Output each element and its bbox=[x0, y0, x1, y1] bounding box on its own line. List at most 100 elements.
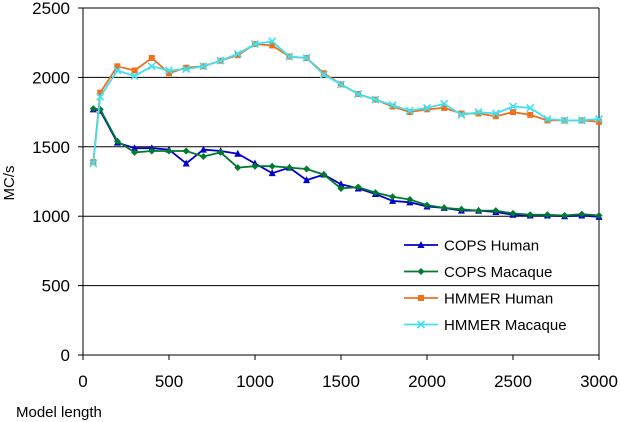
data-point bbox=[424, 106, 430, 113]
data-point bbox=[131, 67, 138, 74]
data-point bbox=[285, 52, 294, 61]
legend-item: COPS Human bbox=[404, 238, 539, 255]
data-point bbox=[389, 196, 397, 204]
data-point bbox=[113, 137, 121, 145]
data-point bbox=[89, 105, 97, 113]
data-point bbox=[320, 70, 327, 77]
data-point bbox=[96, 92, 105, 101]
data-point bbox=[544, 117, 551, 124]
data-point bbox=[560, 116, 569, 125]
x-tick-label: 2000 bbox=[408, 372, 446, 391]
y-tick-label: 0 bbox=[61, 346, 70, 365]
y-axis-label: MC/s bbox=[1, 166, 18, 201]
data-point bbox=[268, 169, 276, 177]
data-point bbox=[217, 148, 225, 156]
series-0 bbox=[89, 105, 603, 220]
legend-label: COPS Human bbox=[444, 238, 539, 255]
data-point bbox=[199, 145, 207, 153]
data-point bbox=[508, 102, 518, 111]
y-tick-label: 500 bbox=[42, 277, 70, 296]
data-point bbox=[405, 106, 414, 115]
data-point bbox=[131, 148, 139, 156]
x-tick-label: 2500 bbox=[494, 372, 532, 391]
data-point bbox=[303, 176, 311, 184]
data-point bbox=[440, 99, 449, 108]
data-point bbox=[354, 183, 362, 191]
data-point bbox=[595, 212, 603, 220]
data-point bbox=[166, 70, 172, 77]
series-line bbox=[92, 40, 600, 164]
legend-label: HMMER Macaque bbox=[444, 317, 567, 334]
x-tick-label: 3000 bbox=[580, 372, 618, 391]
data-point bbox=[440, 204, 448, 212]
data-point bbox=[113, 66, 122, 75]
legend-swatch-marker bbox=[417, 241, 425, 248]
data-point bbox=[114, 63, 121, 70]
x-tick-label: 0 bbox=[78, 372, 87, 391]
data-point bbox=[131, 144, 139, 152]
data-point bbox=[475, 207, 483, 215]
data-point bbox=[303, 165, 311, 173]
data-point bbox=[509, 209, 517, 217]
data-point bbox=[474, 108, 483, 117]
data-point bbox=[182, 159, 190, 167]
tick-labels: 0 500 1000 1500 2000 2500 0 500 1000 1500 2000 2500… bbox=[32, 0, 618, 391]
data-point bbox=[578, 210, 586, 218]
y-tick-label: 1500 bbox=[32, 138, 70, 157]
data-point bbox=[527, 111, 534, 118]
data-point bbox=[406, 196, 414, 204]
data-point bbox=[561, 212, 569, 220]
data-point bbox=[457, 205, 465, 213]
data-point bbox=[233, 49, 242, 58]
data-point bbox=[371, 95, 380, 104]
x-tick-label: 500 bbox=[155, 372, 183, 391]
data-point bbox=[389, 103, 396, 110]
data-point bbox=[216, 56, 225, 65]
data-point bbox=[319, 70, 328, 79]
data-point bbox=[147, 62, 156, 71]
data-point bbox=[389, 193, 397, 201]
legend: COPS Human COPS Macaque HMMER Human HMMER M… bbox=[404, 238, 567, 334]
legend-item: HMMER Macaque bbox=[404, 317, 567, 334]
legend-label: COPS Macaque bbox=[444, 264, 552, 281]
data-point bbox=[475, 110, 482, 117]
data-point bbox=[422, 103, 432, 113]
series-line bbox=[93, 107, 600, 217]
data-point bbox=[336, 80, 346, 89]
data-point bbox=[182, 65, 191, 74]
data-point bbox=[458, 110, 465, 117]
y-tick-label: 1000 bbox=[32, 207, 70, 226]
data-point bbox=[89, 159, 98, 168]
data-point bbox=[269, 42, 276, 49]
legend-swatch-marker bbox=[417, 268, 425, 275]
data-point bbox=[251, 162, 259, 170]
y-tick-label: 2000 bbox=[32, 68, 70, 87]
data-point bbox=[285, 164, 293, 172]
data-point bbox=[491, 109, 500, 118]
data-point bbox=[457, 110, 466, 119]
data-point bbox=[337, 180, 345, 188]
legend-item: HMMER Human bbox=[404, 291, 553, 308]
x-axis-label: Model length bbox=[16, 404, 102, 421]
data-point bbox=[423, 201, 431, 209]
data-point bbox=[165, 147, 173, 155]
data-point bbox=[510, 109, 516, 116]
data-point bbox=[164, 66, 174, 75]
axes bbox=[78, 7, 600, 360]
x-tick-label: 1000 bbox=[236, 372, 274, 391]
data-point bbox=[97, 89, 104, 96]
data-point bbox=[492, 113, 499, 120]
x-tick-label: 1500 bbox=[322, 372, 360, 391]
data-point bbox=[577, 116, 586, 125]
data-point bbox=[234, 149, 242, 157]
legend-swatch-marker bbox=[418, 295, 424, 301]
data-point bbox=[183, 64, 190, 71]
data-point bbox=[268, 162, 276, 170]
data-point bbox=[320, 171, 328, 179]
data-point bbox=[250, 40, 260, 49]
data-point bbox=[492, 207, 500, 215]
data-point bbox=[371, 189, 379, 197]
data-point bbox=[234, 52, 241, 59]
legend-label: HMMER Human bbox=[444, 291, 553, 308]
